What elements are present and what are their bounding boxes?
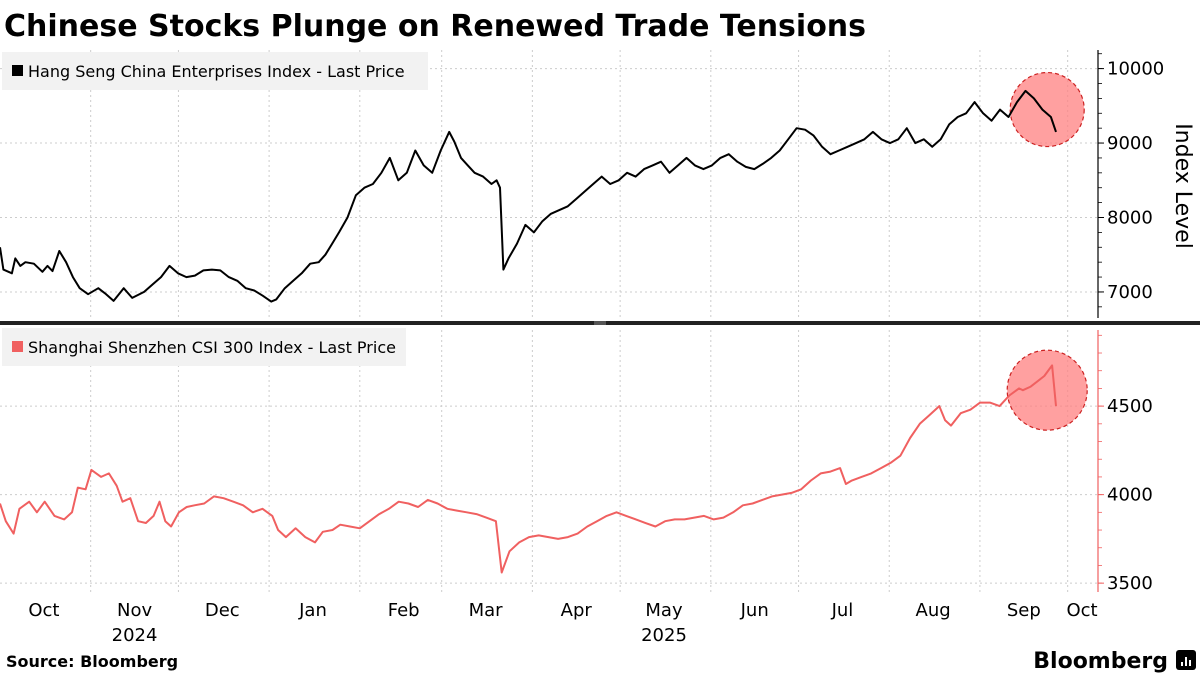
bloomberg-logo-text: Bloomberg <box>1033 649 1168 674</box>
hscei-series-line <box>0 89 1057 303</box>
x-month-label: Aug <box>916 600 951 621</box>
hscei-highlight-circle <box>1009 71 1085 148</box>
top-y-axis-label: Index Level <box>1170 123 1195 249</box>
top-panel: 7000 8000 9000 10000 Hang Seng China Enterp… <box>0 50 1195 318</box>
top-y-ticks: 7000 8000 9000 10000 <box>1098 53 1164 308</box>
x-month-label: Oct <box>28 600 59 621</box>
csi300-legend-swatch <box>12 341 23 352</box>
top-grid <box>0 50 1098 318</box>
bloomberg-terminal-icon <box>1176 650 1196 670</box>
x-month-label: Oct <box>1066 600 1097 621</box>
x-month-label: Mar <box>469 600 504 621</box>
x-month-label: Nov <box>117 600 152 621</box>
x-year-label: 2024 <box>112 625 158 646</box>
chart-title: Chinese Stocks Plunge on Renewed Trade T… <box>4 9 866 44</box>
x-axis: Oct Nov Dec Jan Feb Mar Apr May Jun Jul Aug Sep Oct 2… <box>28 600 1097 646</box>
hscei-legend-swatch <box>12 65 23 76</box>
hscei-legend-label: Hang Seng China Enterprises Index - Last… <box>28 62 405 81</box>
y-tick-label: 8000 <box>1107 208 1153 229</box>
x-month-label: Jan <box>298 600 327 621</box>
hscei-legend-bg <box>2 52 428 90</box>
y-tick-label: 4000 <box>1107 485 1153 506</box>
y-tick-label: 3500 <box>1107 573 1153 594</box>
source-note: Source: Bloomberg <box>6 652 178 671</box>
bottom-panel: 3500 4000 4500 Shanghai Shenzhen CSI 300 I… <box>0 328 1153 594</box>
bottom-y-ticks: 3500 4000 4500 <box>1098 334 1153 594</box>
csi300-legend-label: Shanghai Shenzhen CSI 300 Index - Last P… <box>28 338 396 357</box>
csi300-highlight-circle <box>1006 349 1088 431</box>
x-month-label: Feb <box>388 600 420 621</box>
y-tick-label: 4500 <box>1107 396 1153 417</box>
x-month-label: Dec <box>205 600 240 621</box>
y-tick-label: 10000 <box>1107 59 1164 80</box>
x-month-label: Sep <box>1007 600 1041 621</box>
csi300-legend-bg <box>2 328 406 366</box>
panel-divider <box>0 321 1200 325</box>
y-tick-label: 7000 <box>1107 282 1153 303</box>
y-tick-label: 9000 <box>1107 133 1153 154</box>
csi300-series-line <box>0 364 1057 574</box>
x-year-label: 2025 <box>641 625 687 646</box>
x-month-label: Apr <box>561 600 593 621</box>
bottom-grid <box>0 330 1098 592</box>
x-month-label: May <box>645 600 683 621</box>
x-month-label: Jun <box>740 600 769 621</box>
x-month-label: Jul <box>831 600 854 621</box>
